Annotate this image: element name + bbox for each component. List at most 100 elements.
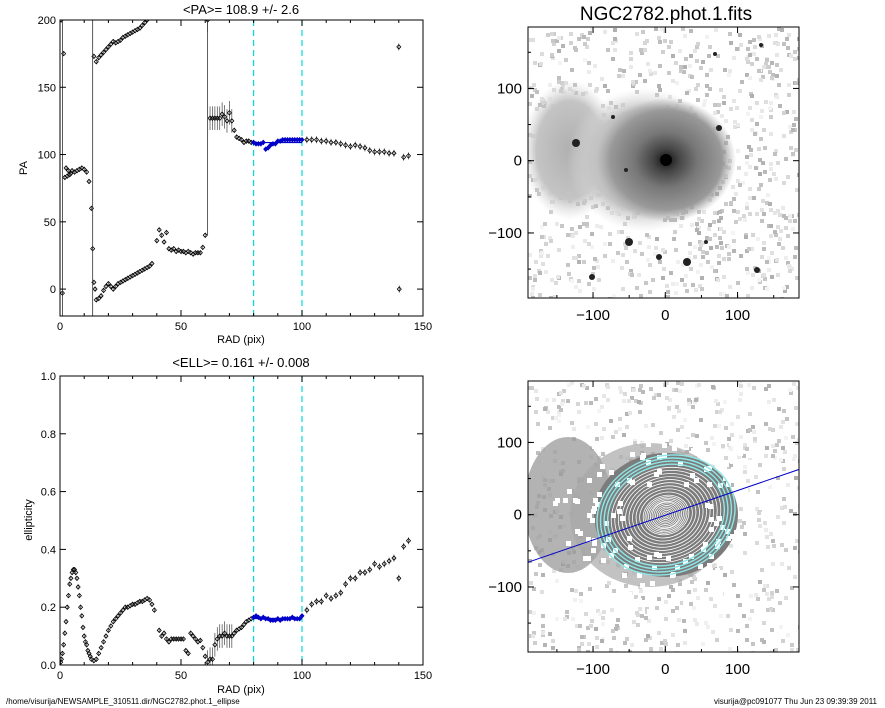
y-tick-label: 0.4: [41, 544, 56, 556]
data-point: [110, 618, 116, 625]
star: [754, 267, 760, 273]
data-point: [117, 37, 124, 43]
data-point: [238, 624, 245, 631]
data-point: [299, 613, 305, 619]
position-angle-line: [528, 468, 799, 563]
data-point: [226, 101, 232, 125]
data-point: [236, 135, 242, 142]
data-point: [222, 105, 228, 129]
data-point: [105, 627, 111, 634]
data-point: [65, 592, 72, 599]
data-point: [376, 148, 382, 156]
data-point: [93, 656, 99, 663]
data-point: [224, 109, 230, 133]
data-point: [65, 167, 72, 174]
x-tick-label: 150: [414, 321, 432, 333]
data-point: [180, 248, 186, 255]
data-point: [219, 102, 225, 126]
star: [589, 274, 595, 280]
data-point: [103, 46, 109, 53]
data-point: [74, 575, 80, 582]
pa-frame: [59, 19, 424, 317]
data-point: [144, 595, 150, 602]
y-tick-label: 0: [514, 153, 522, 170]
data-point: [367, 566, 373, 574]
x-tick-label: −100: [576, 661, 610, 678]
data-point: [63, 618, 69, 625]
data-point: [93, 58, 99, 65]
pa-markers: [60, 20, 412, 316]
data-point: [391, 554, 397, 562]
data-point: [98, 644, 104, 651]
data-point: [338, 140, 344, 148]
isophote-frame: [527, 380, 800, 653]
data-point: [166, 639, 172, 645]
y-tick-label: −100: [488, 225, 522, 242]
data-point: [60, 20, 64, 23]
star: [759, 43, 763, 47]
data-point: [75, 584, 81, 590]
data-point: [202, 653, 208, 660]
data-point: [183, 647, 189, 654]
footer-user-date: visurija@pc091077 Thu Jun 23 09:39:39 20…: [713, 697, 877, 706]
data-point: [386, 557, 392, 565]
data-point: [80, 624, 86, 631]
data-point: [151, 607, 157, 613]
data-point: [202, 232, 208, 239]
data-point: [81, 166, 87, 173]
data-point: [180, 636, 186, 642]
data-point: [142, 20, 148, 26]
data-point: [103, 633, 109, 639]
data-point: [64, 604, 70, 610]
data-point: [108, 283, 114, 290]
y-tick-label: 1.0: [41, 371, 56, 383]
data-point: [60, 650, 65, 657]
isophote-panel: −100 0 100 −100 0 100: [488, 380, 800, 678]
data-point: [309, 600, 315, 608]
star: [704, 240, 708, 244]
data-point: [98, 52, 104, 58]
data-point: [304, 136, 310, 144]
x-tick-label: 50: [175, 321, 187, 333]
star: [572, 139, 580, 147]
data-point: [357, 142, 363, 150]
data-point: [159, 633, 165, 639]
foreground-stars: [572, 43, 763, 280]
galaxy-nucleus: [660, 154, 672, 166]
data-point: [105, 280, 111, 287]
data-point: [338, 589, 344, 597]
y-tick-label: 0.8: [41, 429, 56, 441]
data-point: [176, 247, 182, 253]
data-point: [352, 574, 358, 582]
ell-panel: <ELL>= 0.161 +/- 0.008 0 50 100 150 0.0 0.2 0.…: [23, 355, 432, 696]
data-point: [229, 624, 235, 648]
data-point: [96, 54, 102, 61]
data-point: [146, 597, 153, 603]
data-point: [79, 165, 85, 171]
data-point: [190, 633, 196, 639]
data-point: [185, 248, 191, 255]
data-point: [367, 147, 373, 155]
data-point: [171, 245, 177, 252]
data-point: [137, 25, 143, 31]
data-point: [391, 149, 397, 157]
data-point: [246, 138, 252, 144]
data-point: [79, 613, 85, 619]
data-point: [229, 109, 235, 133]
data-point: [265, 145, 271, 151]
x-tick-label: 0: [57, 321, 63, 333]
data-point: [144, 20, 150, 23]
data-point: [318, 597, 324, 605]
data-point: [96, 650, 102, 657]
data-point: [372, 560, 378, 568]
data-point: [234, 134, 240, 140]
galaxy-ticks: −100 0 100 −100 0 100: [488, 27, 799, 324]
data-point: [197, 249, 203, 256]
ell-frame: [59, 375, 424, 666]
data-point: [396, 285, 402, 293]
data-point: [357, 569, 363, 577]
y-tick-label: 200: [38, 15, 56, 27]
data-point: [63, 165, 69, 171]
x-tick-label: 150: [414, 670, 432, 682]
